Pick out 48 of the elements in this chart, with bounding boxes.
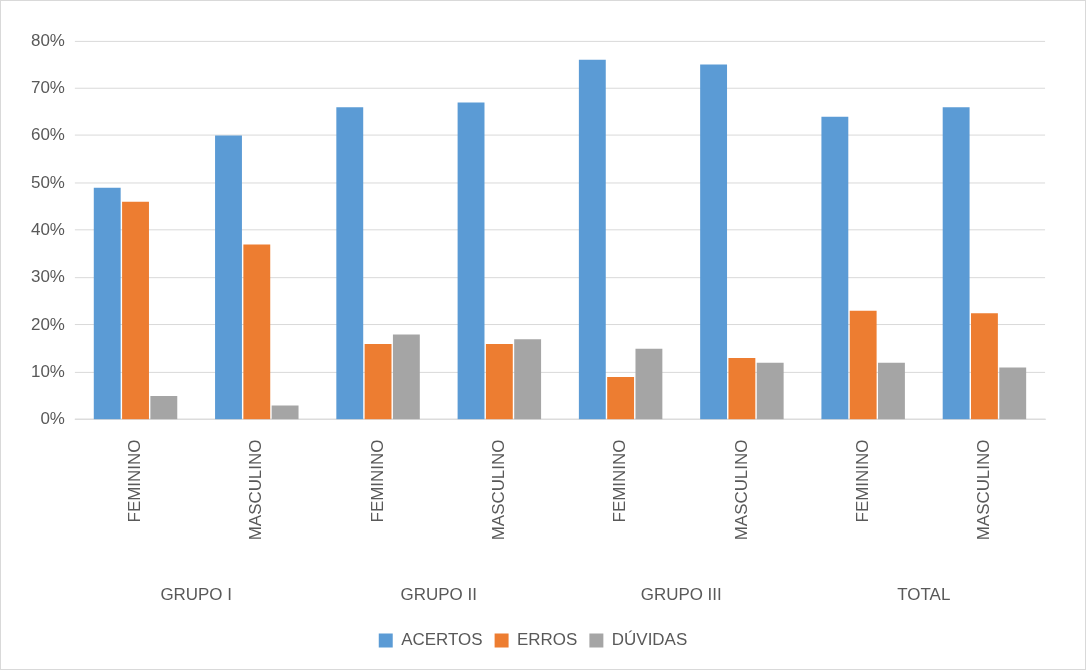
x-tick-label: MASCULINO xyxy=(489,439,509,541)
bar xyxy=(578,59,606,420)
bar xyxy=(150,396,178,420)
bar xyxy=(243,244,271,420)
text: GRUPO III xyxy=(640,584,722,604)
y-tick-label: 50% xyxy=(30,172,65,192)
bar xyxy=(878,362,905,420)
x-tick-label: FEMININO xyxy=(367,439,387,523)
bar xyxy=(607,377,635,420)
bar xyxy=(336,107,364,420)
x-tick-label: FEMININO xyxy=(610,439,630,523)
bar xyxy=(700,64,728,420)
legend-label: ACERTOS xyxy=(401,630,483,650)
bar xyxy=(999,367,1027,420)
bar xyxy=(756,362,784,420)
y-tick-label: 40% xyxy=(30,219,65,239)
y-tick-label: 0% xyxy=(40,409,65,429)
x-tick-label: FEMININO xyxy=(852,439,872,523)
y-tick-label: 20% xyxy=(30,314,65,334)
text: TOTAL xyxy=(897,584,951,604)
bar xyxy=(457,102,485,420)
y-tick-label: 10% xyxy=(30,362,65,381)
bar xyxy=(849,310,877,420)
text: GRUPO II xyxy=(400,584,477,604)
bar xyxy=(271,405,299,420)
bar xyxy=(93,187,121,420)
bar xyxy=(392,334,420,420)
legend-label: ERROS xyxy=(517,630,578,650)
bar xyxy=(728,358,756,420)
y-tick-label: 80% xyxy=(30,30,65,50)
legend-label: DÚVIDAS xyxy=(611,630,688,650)
bar xyxy=(635,348,663,420)
text: GRUPO I xyxy=(160,584,232,604)
bar xyxy=(215,135,242,420)
x-tick-label: MASCULINO xyxy=(246,439,266,541)
bar xyxy=(364,343,392,420)
bar xyxy=(514,339,542,420)
y-tick-label: 30% xyxy=(30,267,65,287)
x-tick-label: FEMININO xyxy=(125,439,145,523)
x-tick-label: MASCULINO xyxy=(974,439,994,541)
y-tick-label: 70% xyxy=(30,77,65,97)
bar xyxy=(971,313,998,420)
bar xyxy=(122,201,149,420)
x-tick-label: MASCULINO xyxy=(731,439,751,541)
bar xyxy=(821,116,849,420)
bar xyxy=(942,107,970,420)
bar xyxy=(485,343,513,420)
y-tick-label: 60% xyxy=(30,125,65,145)
